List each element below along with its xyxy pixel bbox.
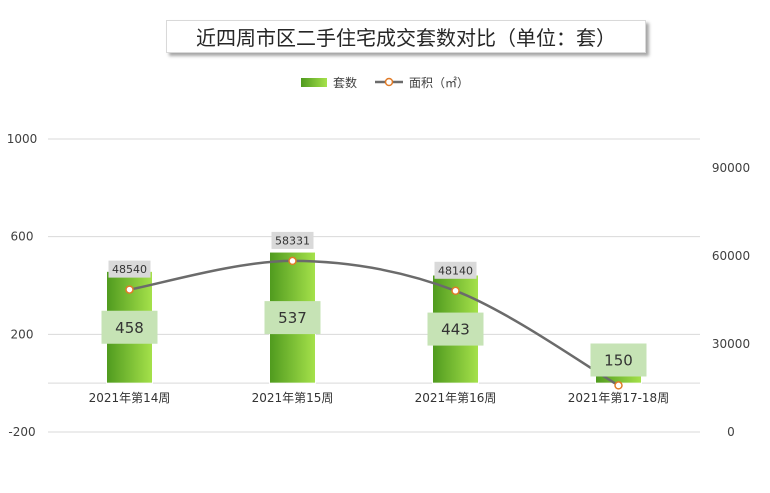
legend-label-line: 面积（㎡） — [409, 75, 470, 90]
x-tick-label: 2021年第15周 — [252, 391, 334, 405]
area-label-bg — [271, 231, 314, 249]
chart-title: 近四周市区二手住宅成交套数对比（单位：套） — [196, 26, 616, 50]
area-label-bg — [434, 261, 477, 279]
y-left-tick-label: 1000 — [7, 132, 38, 146]
area-point — [125, 285, 134, 294]
bar-data-label: 443 — [441, 321, 470, 339]
y-right-tick-label: 90000 — [712, 161, 750, 175]
bar-data-label: 537 — [278, 309, 307, 327]
legend-item-line[interactable]: 面积（㎡） — [375, 74, 469, 91]
legend-item-bar[interactable]: 套数 — [300, 74, 357, 91]
y-left-tick-label: 200 — [11, 327, 34, 341]
chart-title-box: 近四周市区二手住宅成交套数对比（单位：套） — [166, 20, 646, 53]
area-data-label: 48540 — [112, 263, 147, 276]
area-point — [451, 286, 460, 296]
y-left-tick-label: -200 — [8, 425, 35, 439]
legend-label-bar: 套数 — [332, 75, 357, 90]
bar-data-label: 458 — [115, 319, 144, 337]
bar-label-bg — [101, 310, 158, 344]
y-right-tick-label: 30000 — [712, 337, 750, 351]
bar-data-label: 150 — [604, 352, 633, 370]
bar-label-bg — [427, 312, 484, 346]
x-tick-label: 2021年第17-18周 — [568, 391, 669, 405]
area-label-bg — [108, 260, 151, 278]
legend-line-swatch — [375, 77, 403, 87]
x-tick-label: 2021年第16周 — [415, 391, 497, 405]
x-tick-label: 2021年第14周 — [89, 391, 171, 405]
bar-label-bg — [590, 343, 647, 377]
area-line — [129, 259, 620, 387]
y-left-tick-label: 600 — [11, 230, 34, 244]
legend-bar-swatch — [300, 77, 327, 87]
bar-label-bg — [264, 301, 321, 335]
area-point — [614, 381, 623, 390]
y-right-tick-label: 0 — [727, 425, 735, 439]
y-right-tick-label: 60000 — [712, 249, 750, 263]
legend: 套数 面积（㎡） — [0, 74, 770, 90]
area-point — [288, 256, 297, 266]
area-data-label: 48140 — [438, 264, 473, 277]
area-data-label: 58331 — [275, 234, 310, 247]
